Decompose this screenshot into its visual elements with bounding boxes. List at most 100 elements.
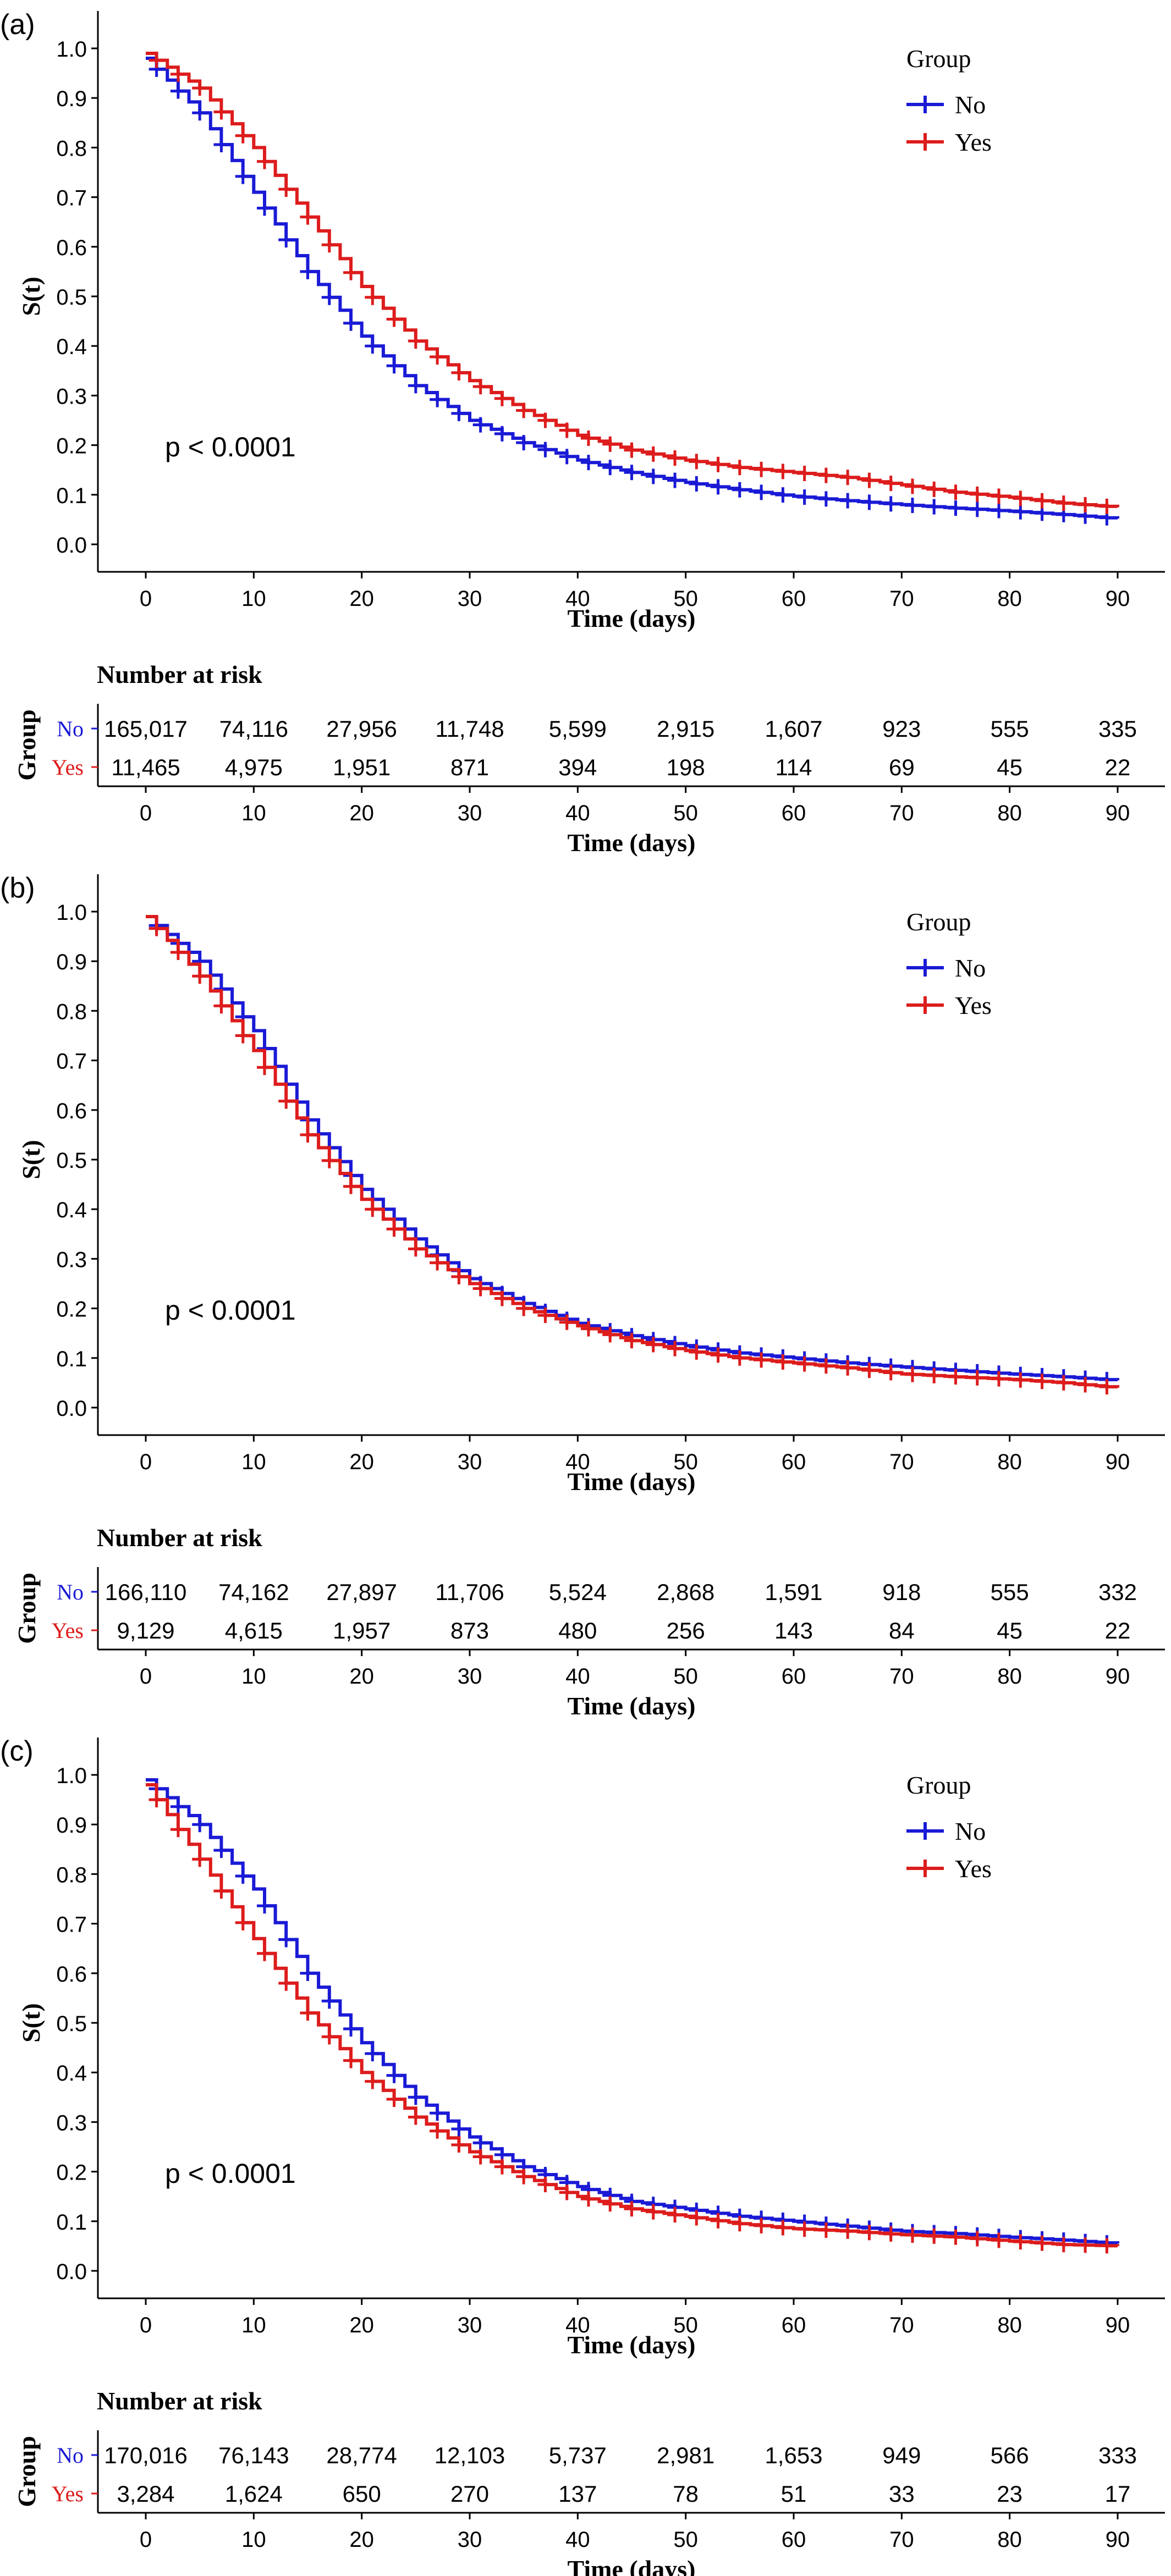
censor-mark [602, 460, 618, 476]
risk-x-tick-label: 90 [1106, 801, 1130, 825]
x-tick-label: 50 [673, 587, 698, 611]
censor-mark [667, 472, 683, 488]
censor-mark [256, 1060, 272, 1075]
censor-mark [256, 1898, 272, 1914]
censor-mark [710, 1347, 726, 1363]
y-tick-label: 0.6 [56, 236, 87, 260]
risk-x-tick-label: 30 [458, 801, 482, 825]
risk-cell: 871 [450, 754, 489, 780]
risk-cell: 12,103 [435, 2442, 505, 2468]
y-tick-label: 0.5 [56, 285, 87, 310]
y-tick-label: 1.0 [56, 37, 87, 62]
censor-mark [689, 454, 705, 470]
censor-mark [386, 358, 402, 374]
censor-mark [278, 1932, 294, 1948]
censor-mark [559, 2185, 575, 2200]
censor-mark [321, 2029, 337, 2045]
censor-mark [278, 1975, 294, 1991]
censor-mark [667, 450, 683, 466]
censor-mark [192, 105, 208, 121]
censor-mark [559, 1314, 575, 1330]
risk-cell: 1,653 [765, 2442, 822, 2468]
censor-mark [689, 1344, 705, 1360]
y-axis-title: S(t) [17, 1140, 45, 1179]
censor-mark [430, 349, 446, 365]
y-tick-label: 0.9 [56, 87, 87, 111]
x-tick-label: 50 [673, 2313, 698, 2337]
censor-mark [904, 498, 920, 514]
series-yes [146, 52, 1119, 514]
panel-label: (a) [0, 9, 35, 41]
risk-cell: 566 [991, 2442, 1029, 2468]
censor-mark [754, 461, 769, 477]
censor-mark [256, 1945, 272, 1961]
risk-table-row-yes: Yes 3,284 1,624 650 270 137 78 51 33 23 17 [52, 2481, 1131, 2507]
censor-mark [840, 470, 856, 486]
censor-mark [580, 455, 596, 471]
censor-mark [1077, 497, 1093, 513]
legend: Group No Yes [906, 908, 992, 1019]
risk-x-tick-label: 40 [565, 2528, 590, 2552]
censor-mark [796, 2221, 812, 2237]
y-axis-title: S(t) [17, 277, 45, 316]
censor-mark [170, 1799, 186, 1814]
legend: Group No Yes [906, 45, 992, 156]
legend-item-yes: Yes [906, 991, 992, 1019]
censor-mark [818, 1358, 834, 1374]
censor-mark [883, 2226, 899, 2242]
censor-mark [818, 2222, 834, 2238]
x-tick-label: 0 [140, 1450, 152, 1474]
censor-mark [537, 2177, 553, 2193]
risk-x-tick-label: 10 [241, 1664, 266, 1689]
censor-mark [235, 1915, 251, 1930]
censor-mark [710, 456, 726, 472]
censor-mark [1013, 490, 1029, 506]
censor-mark [926, 1367, 942, 1383]
p-value-annotation: p < 0.0001 [165, 1295, 296, 1326]
censor-mark [1013, 1372, 1029, 1388]
x-tick-label: 20 [349, 2313, 374, 2337]
censor-mark [408, 1241, 424, 1257]
censor-mark [408, 2089, 424, 2105]
risk-cell: 2,868 [657, 1579, 714, 1605]
risk-cell: 28,774 [326, 2442, 397, 2468]
censor-mark [645, 446, 661, 462]
censor-mark [494, 390, 510, 406]
censor-mark [948, 500, 964, 516]
censor-mark [343, 315, 359, 331]
censor-mark [1034, 1374, 1050, 1389]
risk-row-label: Yes [52, 755, 84, 780]
risk-cell: 3,284 [117, 2481, 174, 2507]
risk-cell: 22 [1105, 1618, 1131, 1643]
censor-mark [235, 1028, 251, 1044]
risk-x-tick-label: 20 [349, 1664, 374, 1689]
risk-x-tick-label: 0 [140, 2528, 152, 2552]
censor-mark [213, 1883, 229, 1899]
censor-mark [883, 496, 899, 512]
risk-x-tick-label: 50 [673, 1664, 698, 1689]
x-tick-label: 10 [241, 587, 266, 611]
risk-cell: 4,615 [225, 1618, 283, 1643]
censor-mark [969, 1370, 985, 1386]
risk-cell: 22 [1105, 754, 1131, 780]
censor-mark [991, 488, 1007, 504]
risk-cell: 170,016 [104, 2442, 188, 2468]
censor-mark [170, 66, 186, 82]
censor-mark [1099, 498, 1115, 514]
censor-mark [710, 479, 726, 495]
censor-mark [580, 430, 596, 446]
censor-mark [883, 476, 899, 492]
censor-mark [926, 2228, 942, 2244]
censor-mark [991, 2232, 1007, 2248]
censor-mark [1055, 2237, 1071, 2253]
censor-mark [1013, 2234, 1029, 2250]
risk-x-tick-label: 60 [782, 2528, 806, 2552]
censor-mark [926, 499, 942, 515]
censor-mark [408, 378, 424, 394]
y-tick-label: 0.6 [56, 1962, 87, 1987]
risk-cell: 23 [997, 2481, 1022, 2507]
p-value-annotation: p < 0.0001 [165, 432, 296, 462]
x-axis-title: Time (days) [568, 604, 696, 632]
risk-table: Number at risk Group No 166,110 74,162 27,897… [13, 1524, 1165, 1720]
